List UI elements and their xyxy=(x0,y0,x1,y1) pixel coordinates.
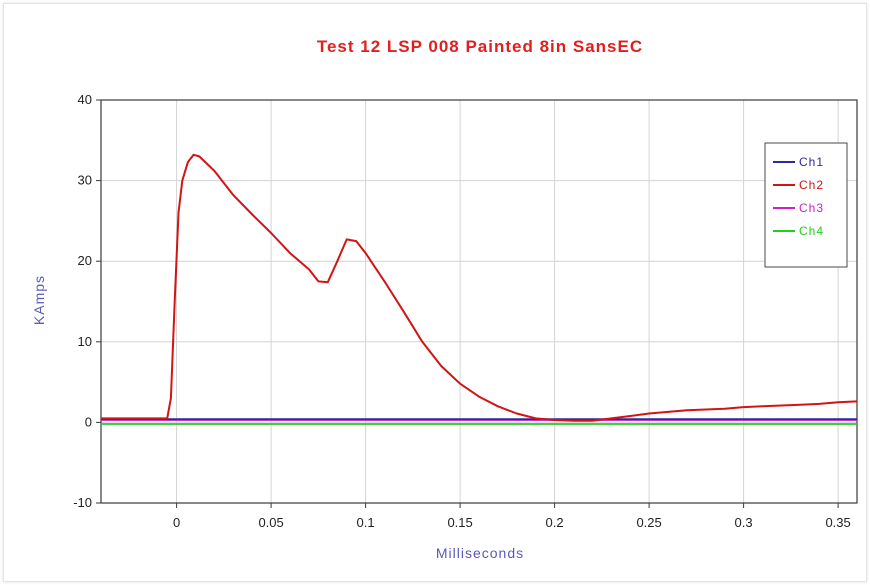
y-tick-label: 40 xyxy=(78,92,92,107)
legend-label-ch3: Ch3 xyxy=(799,201,824,215)
x-tick-label: 0.35 xyxy=(825,515,850,530)
x-tick-label: 0.25 xyxy=(636,515,661,530)
y-tick-label: 0 xyxy=(85,414,92,429)
plot-border xyxy=(100,99,858,504)
legend-label-ch2: Ch2 xyxy=(799,178,824,192)
x-tick-label: 0.2 xyxy=(546,515,564,530)
series-line-ch2 xyxy=(101,153,858,422)
y-tick-label: -10 xyxy=(73,495,92,510)
y-tick-label: 30 xyxy=(78,173,92,188)
legend-label-ch4: Ch4 xyxy=(799,224,824,238)
y-axis-title: KAmps xyxy=(31,275,47,325)
x-tick-label: 0.05 xyxy=(258,515,283,530)
x-tick-label: 0.3 xyxy=(735,515,753,530)
x-tick-label: 0 xyxy=(173,515,180,530)
y-tick-label: 20 xyxy=(78,253,92,268)
legend-box xyxy=(764,142,848,268)
x-tick-label: 0.1 xyxy=(357,515,375,530)
legend-label-ch1: Ch1 xyxy=(799,155,824,169)
y-tick-label: 10 xyxy=(78,334,92,349)
x-axis-title: Milliseconds xyxy=(436,545,524,561)
x-tick-label: 0.15 xyxy=(447,515,472,530)
chart-title: Test 12 LSP 008 Painted 8in SansEC xyxy=(317,37,643,56)
